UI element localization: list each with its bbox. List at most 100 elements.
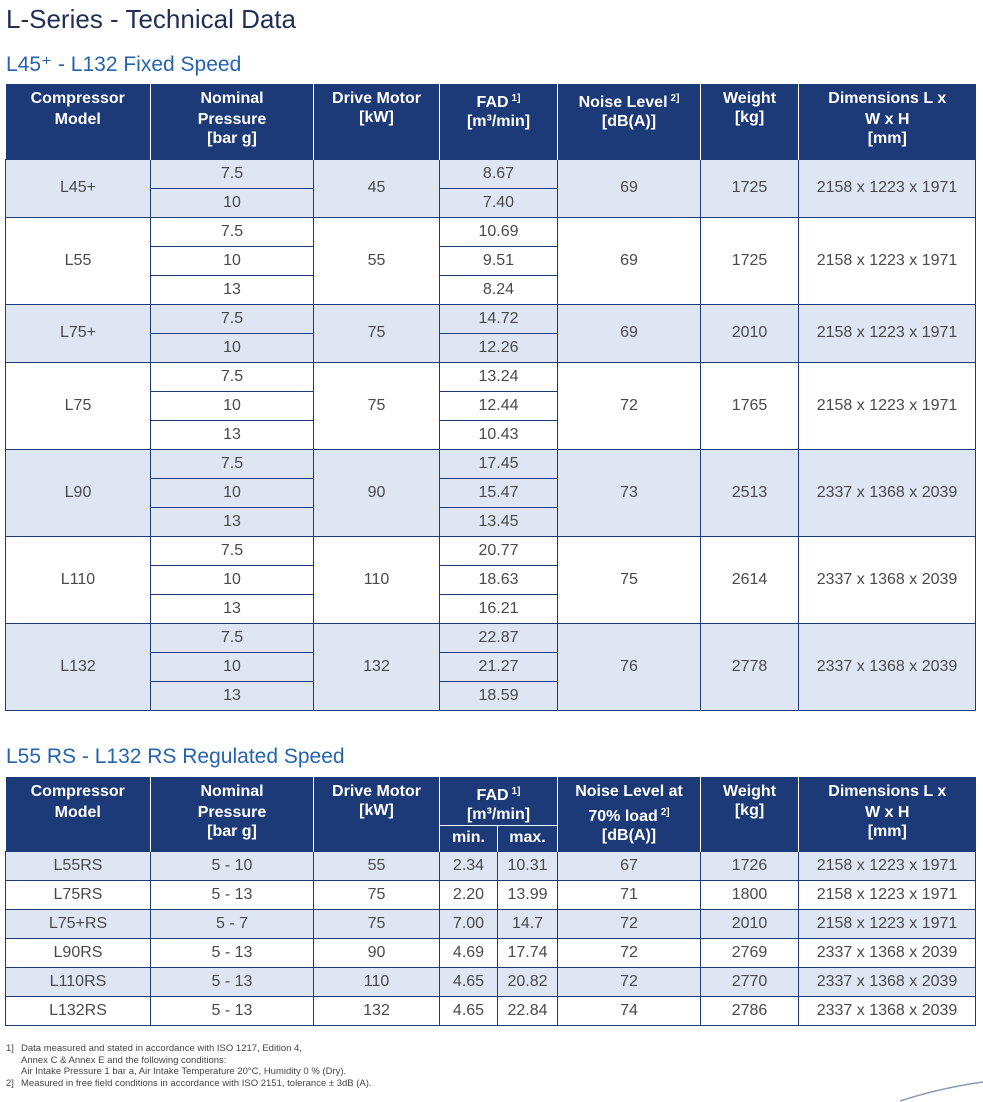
header-cell: FAD 1] [m³/min] <box>439 84 558 159</box>
noise-cell: 74 <box>557 995 702 1026</box>
data-row: L110RS 5 - 13 110 4.65 20.82 72 2770 2337 x 136… <box>5 966 977 997</box>
data-row: L75+ 7.5 75 14.72 69 2010 2158 x 1223 x 1971 <box>5 303 976 363</box>
dims-cell: 2337 x 1368 x 2039 <box>798 995 977 1026</box>
header-cell: Weight [kg] <box>700 777 800 851</box>
header-content: FAD 1] [m³/min] <box>440 777 557 824</box>
page-title: L-Series - Technical Data <box>6 4 296 34</box>
data-row: L132RS 5 - 13 132 4.65 22.84 74 2786 2337 x 136… <box>5 995 977 1026</box>
drive-cell: 132 <box>313 995 440 1026</box>
model-cell: L75+ <box>5 303 151 363</box>
pressure-cell: 7.5 <box>150 622 314 653</box>
data-row: L110 7.5 110 20.77 75 2614 2337 x 1368 x 2039 <box>5 535 976 624</box>
noise-cell: 69 <box>557 216 701 305</box>
decoration <box>900 1081 983 1102</box>
weight-cell: 1765 <box>700 361 799 450</box>
header-text: Nominal Pressure <box>197 783 267 821</box>
fad-cell: 12.26 <box>439 332 558 363</box>
pressure-cell: 10 <box>150 564 314 595</box>
drive-cell: 110 <box>313 966 440 997</box>
data-row: 10 12.44 <box>6 390 976 421</box>
header-note: 2] <box>670 93 680 104</box>
noise-cell: 72 <box>557 361 701 450</box>
weight-cell: 2769 <box>700 937 800 968</box>
footnote-text: Air Intake Pressure 1 bar a, Air Intake … <box>21 1066 347 1077</box>
noise-cell: 73 <box>557 448 701 537</box>
pressure-cell: 5 - 10 <box>150 850 314 881</box>
data-row: L55RS 5 - 10 55 2.34 10.31 67 1726 2158 x 1223 … <box>5 850 977 881</box>
header-unit: [m³/min] <box>466 113 531 130</box>
drive-cell: 75 <box>313 361 440 450</box>
drive-cell: 90 <box>313 448 440 537</box>
header-unit: [dB(A)] <box>601 827 657 844</box>
header-note: 1] <box>511 93 521 104</box>
pressure-cell: 5 - 13 <box>150 995 314 1026</box>
pressure-cell: 10 <box>150 187 314 218</box>
dims-cell: 2158 x 1223 x 1971 <box>798 216 976 305</box>
header-unit: [bar g] <box>207 130 257 147</box>
footnote-mark: 1] <box>6 1043 14 1054</box>
drive-cell: 75 <box>313 303 440 363</box>
model-cell: L55 <box>5 216 151 305</box>
header-text: Nominal Pressure <box>197 90 267 128</box>
pressure-cell: 13 <box>150 593 314 624</box>
fad-cell: 15.47 <box>439 477 558 508</box>
header-cell: Drive Motor [kW] <box>313 84 440 159</box>
header-cell: Dimensions L x W x H [mm] <box>798 84 976 159</box>
fad-max-cell: 14.7 <box>496 908 559 939</box>
model-cell: L55RS <box>5 850 151 881</box>
model-cell: L75RS <box>5 879 151 910</box>
weight-cell: 1725 <box>700 216 799 305</box>
pressure-cell: 13 <box>150 419 314 450</box>
fad-cell: 22.87 <box>439 622 558 653</box>
weight-cell: 1725 <box>700 158 799 218</box>
fad-cell: 14.72 <box>439 303 558 334</box>
dims-cell: 2337 x 1368 x 2039 <box>798 622 976 711</box>
data-row: 13 13.45 <box>6 506 976 537</box>
header-text: FAD <box>476 94 509 111</box>
header-unit: [kg] <box>734 802 765 819</box>
header-text: Dimensions L x W x H <box>828 783 947 821</box>
header-text: FAD <box>476 787 509 804</box>
fad-cell: 17.45 <box>439 448 558 479</box>
drive-cell: 55 <box>313 850 440 881</box>
noise-cell: 76 <box>557 622 701 711</box>
header-unit: [bar g] <box>207 823 257 840</box>
header-label: FAD 1] <box>477 781 521 806</box>
dims-cell: 2337 x 1368 x 2039 <box>798 966 977 997</box>
header-unit: [mm] <box>867 823 907 840</box>
header-subcell: max. <box>496 824 558 851</box>
pressure-cell: 10 <box>150 245 314 276</box>
weight-cell: 2513 <box>700 448 799 537</box>
header-cell: Compressor Model <box>5 84 151 159</box>
header-unit: [kg] <box>734 109 765 126</box>
header-label: FAD 1] <box>477 88 521 113</box>
fixed-speed-table: Compressor Model Nominal Pressure [bar g] D… <box>5 84 976 711</box>
data-row: 10 12.26 <box>6 332 976 363</box>
header-cell: Dimensions L x W x H [mm] <box>798 777 976 851</box>
footnote-line: 2] Measured in free field conditions in a… <box>6 1078 372 1090</box>
fad-cell: 20.77 <box>439 535 558 566</box>
fad-min-cell: 4.65 <box>439 966 498 997</box>
header-text: Noise Level at 70% load <box>575 783 683 825</box>
header-label: Weight <box>723 781 776 802</box>
data-row: L75 7.5 75 13.24 72 1765 2158 x 1223 x 1971 <box>5 361 976 450</box>
header-cell: Nominal Pressure [bar g] <box>150 777 314 851</box>
dims-cell: 2337 x 1368 x 2039 <box>798 937 977 968</box>
fad-max-cell: 13.99 <box>496 879 559 910</box>
footnotes: 1] Data measured and stated in accordance… <box>6 1043 372 1089</box>
pressure-cell: 7.5 <box>150 303 314 334</box>
model-cell: L132RS <box>5 995 151 1026</box>
pressure-cell: 7.5 <box>150 216 314 247</box>
model-cell: L75 <box>5 361 151 450</box>
header-content: Dimensions L x W x H [mm] <box>799 777 976 845</box>
header-label: Dimensions L x W x H <box>822 781 952 823</box>
fad-cell: 8.24 <box>439 274 558 305</box>
header-text: Weight <box>722 90 777 107</box>
fad-cell: 12.44 <box>439 390 558 421</box>
footnote-mark: 2] <box>6 1077 14 1089</box>
noise-cell: 72 <box>557 966 702 997</box>
model-cell: L110 <box>5 535 151 624</box>
header-content: Nominal Pressure [bar g] <box>151 84 313 152</box>
fad-min-cell: 2.34 <box>439 850 498 881</box>
